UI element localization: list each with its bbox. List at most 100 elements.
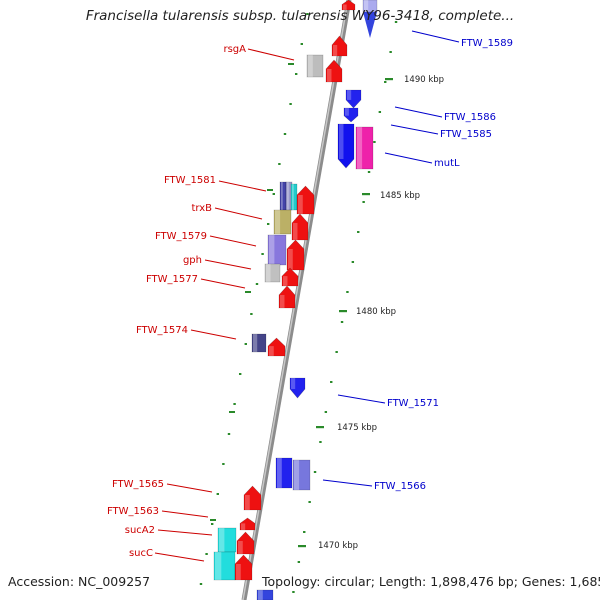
- tick-mark: [233, 403, 236, 405]
- minor-tick: [210, 519, 216, 521]
- leader-line-reverse: [390, 124, 439, 135]
- gene-label-trxB[interactable]: trxB: [191, 203, 212, 214]
- scale-label-1470: 1470 kbp: [318, 541, 358, 551]
- forward-gene-arrow-shade: [269, 346, 274, 356]
- gene-box-blue-shade: [277, 458, 282, 488]
- tick-mark: [300, 43, 303, 45]
- tick-mark: [244, 343, 247, 345]
- tick-mark: [297, 561, 301, 563]
- gene-box-gray: [264, 263, 281, 283]
- reverse-gene-arrow-shade: [339, 124, 344, 159]
- forward-gene-arrow-shade: [283, 276, 288, 286]
- gene-label-mutL[interactable]: mutL: [434, 158, 460, 169]
- tick-mark: [330, 381, 333, 383]
- minor-tick: [229, 411, 235, 413]
- gene-box-purple-shade: [269, 235, 275, 265]
- label-leader-lines: [154, 30, 460, 562]
- leader-line-reverse: [384, 152, 433, 164]
- tick-mark: [351, 261, 355, 263]
- gene-label-FTW_1585[interactable]: FTW_1585: [440, 129, 492, 140]
- gene-label-FTW_1579[interactable]: FTW_1579: [155, 231, 207, 242]
- reverse-gene-arrow-shade: [291, 378, 296, 389]
- tick-mark: [222, 463, 225, 465]
- gene-box-cyan-shade: [215, 552, 222, 580]
- tick-mark: [238, 373, 242, 375]
- leader-line-reverse: [394, 106, 443, 118]
- gene-box-lavender-shade: [294, 460, 300, 490]
- genome-summary-text: Topology: circular; Length: 1,898,476 bp…: [262, 574, 600, 589]
- gene-label-FTW_1563[interactable]: FTW_1563: [107, 506, 159, 517]
- forward-gene-arrow: [239, 517, 256, 531]
- leader-line-forward: [190, 329, 237, 340]
- tick-mark: [283, 133, 287, 135]
- gene-box-blue: [275, 457, 293, 489]
- forward-gene-arrow: [243, 485, 262, 511]
- tick-mark: [313, 471, 317, 473]
- tick-mark: [292, 591, 295, 593]
- tick-mark: [278, 163, 281, 165]
- gene-label-rsgA[interactable]: rsgA: [223, 44, 246, 55]
- gene-label-FTW_1571[interactable]: FTW_1571: [387, 398, 439, 409]
- forward-gene-arrow: [331, 35, 348, 57]
- tick-mark: [199, 583, 203, 585]
- gene-label-FTW_1577[interactable]: FTW_1577: [146, 274, 198, 285]
- major-tick: [385, 78, 393, 81]
- forward-gene-arrow: [341, 0, 356, 11]
- gene-box-gray: [306, 54, 324, 78]
- reverse-gene-arrow: [363, 12, 377, 38]
- reverse-gene-arrow: [345, 89, 362, 109]
- leader-line-forward: [200, 278, 246, 289]
- gene-box-magenta-shade: [357, 127, 363, 169]
- tick-mark: [319, 441, 322, 443]
- leader-line-forward: [166, 483, 213, 493]
- leader-line-reverse: [322, 479, 373, 487]
- gene-box-gray-shade: [308, 55, 313, 77]
- forward-gene-arrow-shade: [293, 223, 298, 240]
- forward-gene-arrow-shade: [327, 69, 332, 82]
- gene-label-FTW_1565[interactable]: FTW_1565: [112, 479, 164, 490]
- gene-label-FTW_1574[interactable]: FTW_1574: [136, 325, 188, 336]
- gene-label-FTW_1566[interactable]: FTW_1566: [374, 481, 426, 492]
- forward-gene-arrow: [267, 337, 286, 357]
- minor-tick: [288, 63, 294, 65]
- forward-gene-arrow-shade: [280, 295, 285, 308]
- gene-label-FTW_1586[interactable]: FTW_1586: [444, 112, 496, 123]
- gene-label-sucA2[interactable]: sucA2: [125, 525, 155, 536]
- forward-gene-arrow-shade: [343, 4, 347, 10]
- reverse-gene-box-shade: [364, 0, 369, 12]
- forward-gene-arrow-shade: [245, 495, 250, 510]
- tick-mark: [250, 313, 253, 315]
- forward-gene-arrow: [278, 285, 296, 309]
- tick-mark: [367, 171, 371, 173]
- gene-box-cyan: [290, 183, 298, 211]
- forward-gene-arrow-shade: [333, 45, 338, 56]
- tick-mark: [261, 253, 264, 255]
- forward-gene-arrow: [234, 554, 253, 581]
- forward-gene-arrow: [286, 239, 305, 271]
- accession-text: Accession: NC_009257: [8, 574, 151, 589]
- tick-mark: [378, 111, 382, 113]
- reverse-gene-arrow-shade: [347, 90, 352, 100]
- forward-gene-arrow: [325, 59, 343, 83]
- gene-box-lavender: [292, 459, 311, 491]
- tick-mark: [324, 411, 328, 413]
- genome-backbone: [241, 0, 352, 600]
- tick-mark: [357, 231, 360, 233]
- gene-label-FTW_1581[interactable]: FTW_1581: [164, 175, 216, 186]
- gene-label-FTW_1589[interactable]: FTW_1589: [461, 38, 513, 49]
- gene-box-blue-shade: [258, 590, 263, 600]
- gene-box-purple-shade: [281, 182, 283, 210]
- reverse-gene-arrow-shade: [345, 108, 349, 116]
- gene-box-gray-shade: [266, 264, 271, 282]
- gene-box-purple: [279, 181, 287, 211]
- gene-label-gph[interactable]: gph: [183, 255, 202, 266]
- gene-box-magenta: [355, 126, 374, 170]
- forward-gene-arrow-shade: [238, 541, 243, 554]
- leader-line-forward: [214, 207, 263, 220]
- gene-box-olive: [273, 209, 292, 235]
- tick-mark: [308, 501, 311, 503]
- gene-label-sucC[interactable]: sucC: [129, 548, 153, 559]
- leader-line-forward: [157, 529, 213, 536]
- major-tick: [298, 545, 306, 548]
